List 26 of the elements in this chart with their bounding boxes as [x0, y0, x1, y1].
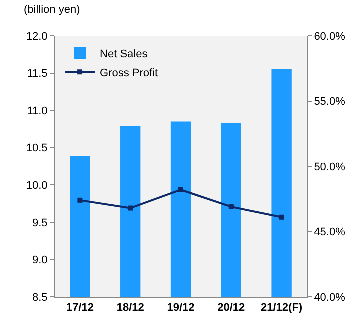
y2-tick-label: 45.0% [314, 226, 346, 239]
y2-tick-label: 60.0% [314, 30, 346, 43]
y-tick-label: 8.5 [32, 292, 48, 304]
point [178, 187, 184, 192]
y-tick-label: 11.5 [27, 68, 48, 80]
y2-tick-label: 55.0% [314, 96, 346, 108]
x-tick-label: 18/12 [116, 302, 144, 314]
y2-tick-label: 50.0% [314, 161, 346, 174]
point [228, 204, 234, 210]
y-tick-label: 9.0 [32, 254, 48, 267]
y-tick-label: 10.0 [26, 180, 48, 192]
y-tick-label: 9.5 [32, 217, 48, 230]
y-tick-label: 12.0 [26, 30, 48, 43]
x-tick-label: 21/12(F) [261, 302, 303, 314]
y-axis-title: (billion yen) [24, 4, 80, 16]
x-tick-label: 19/12 [167, 302, 195, 314]
x-tick-label: 20/12 [218, 302, 246, 314]
y2-tick-label: 40.0% [314, 292, 346, 304]
y-tick-label: 10.5 [26, 142, 48, 155]
point [78, 198, 83, 203]
x-tick-label: 17/12 [66, 302, 94, 314]
legend-label: Gross Profit [100, 67, 158, 80]
point [128, 206, 134, 211]
point [279, 214, 284, 220]
legend-label: Net Sales [100, 48, 148, 60]
y-tick-label: 11.0 [27, 105, 48, 118]
